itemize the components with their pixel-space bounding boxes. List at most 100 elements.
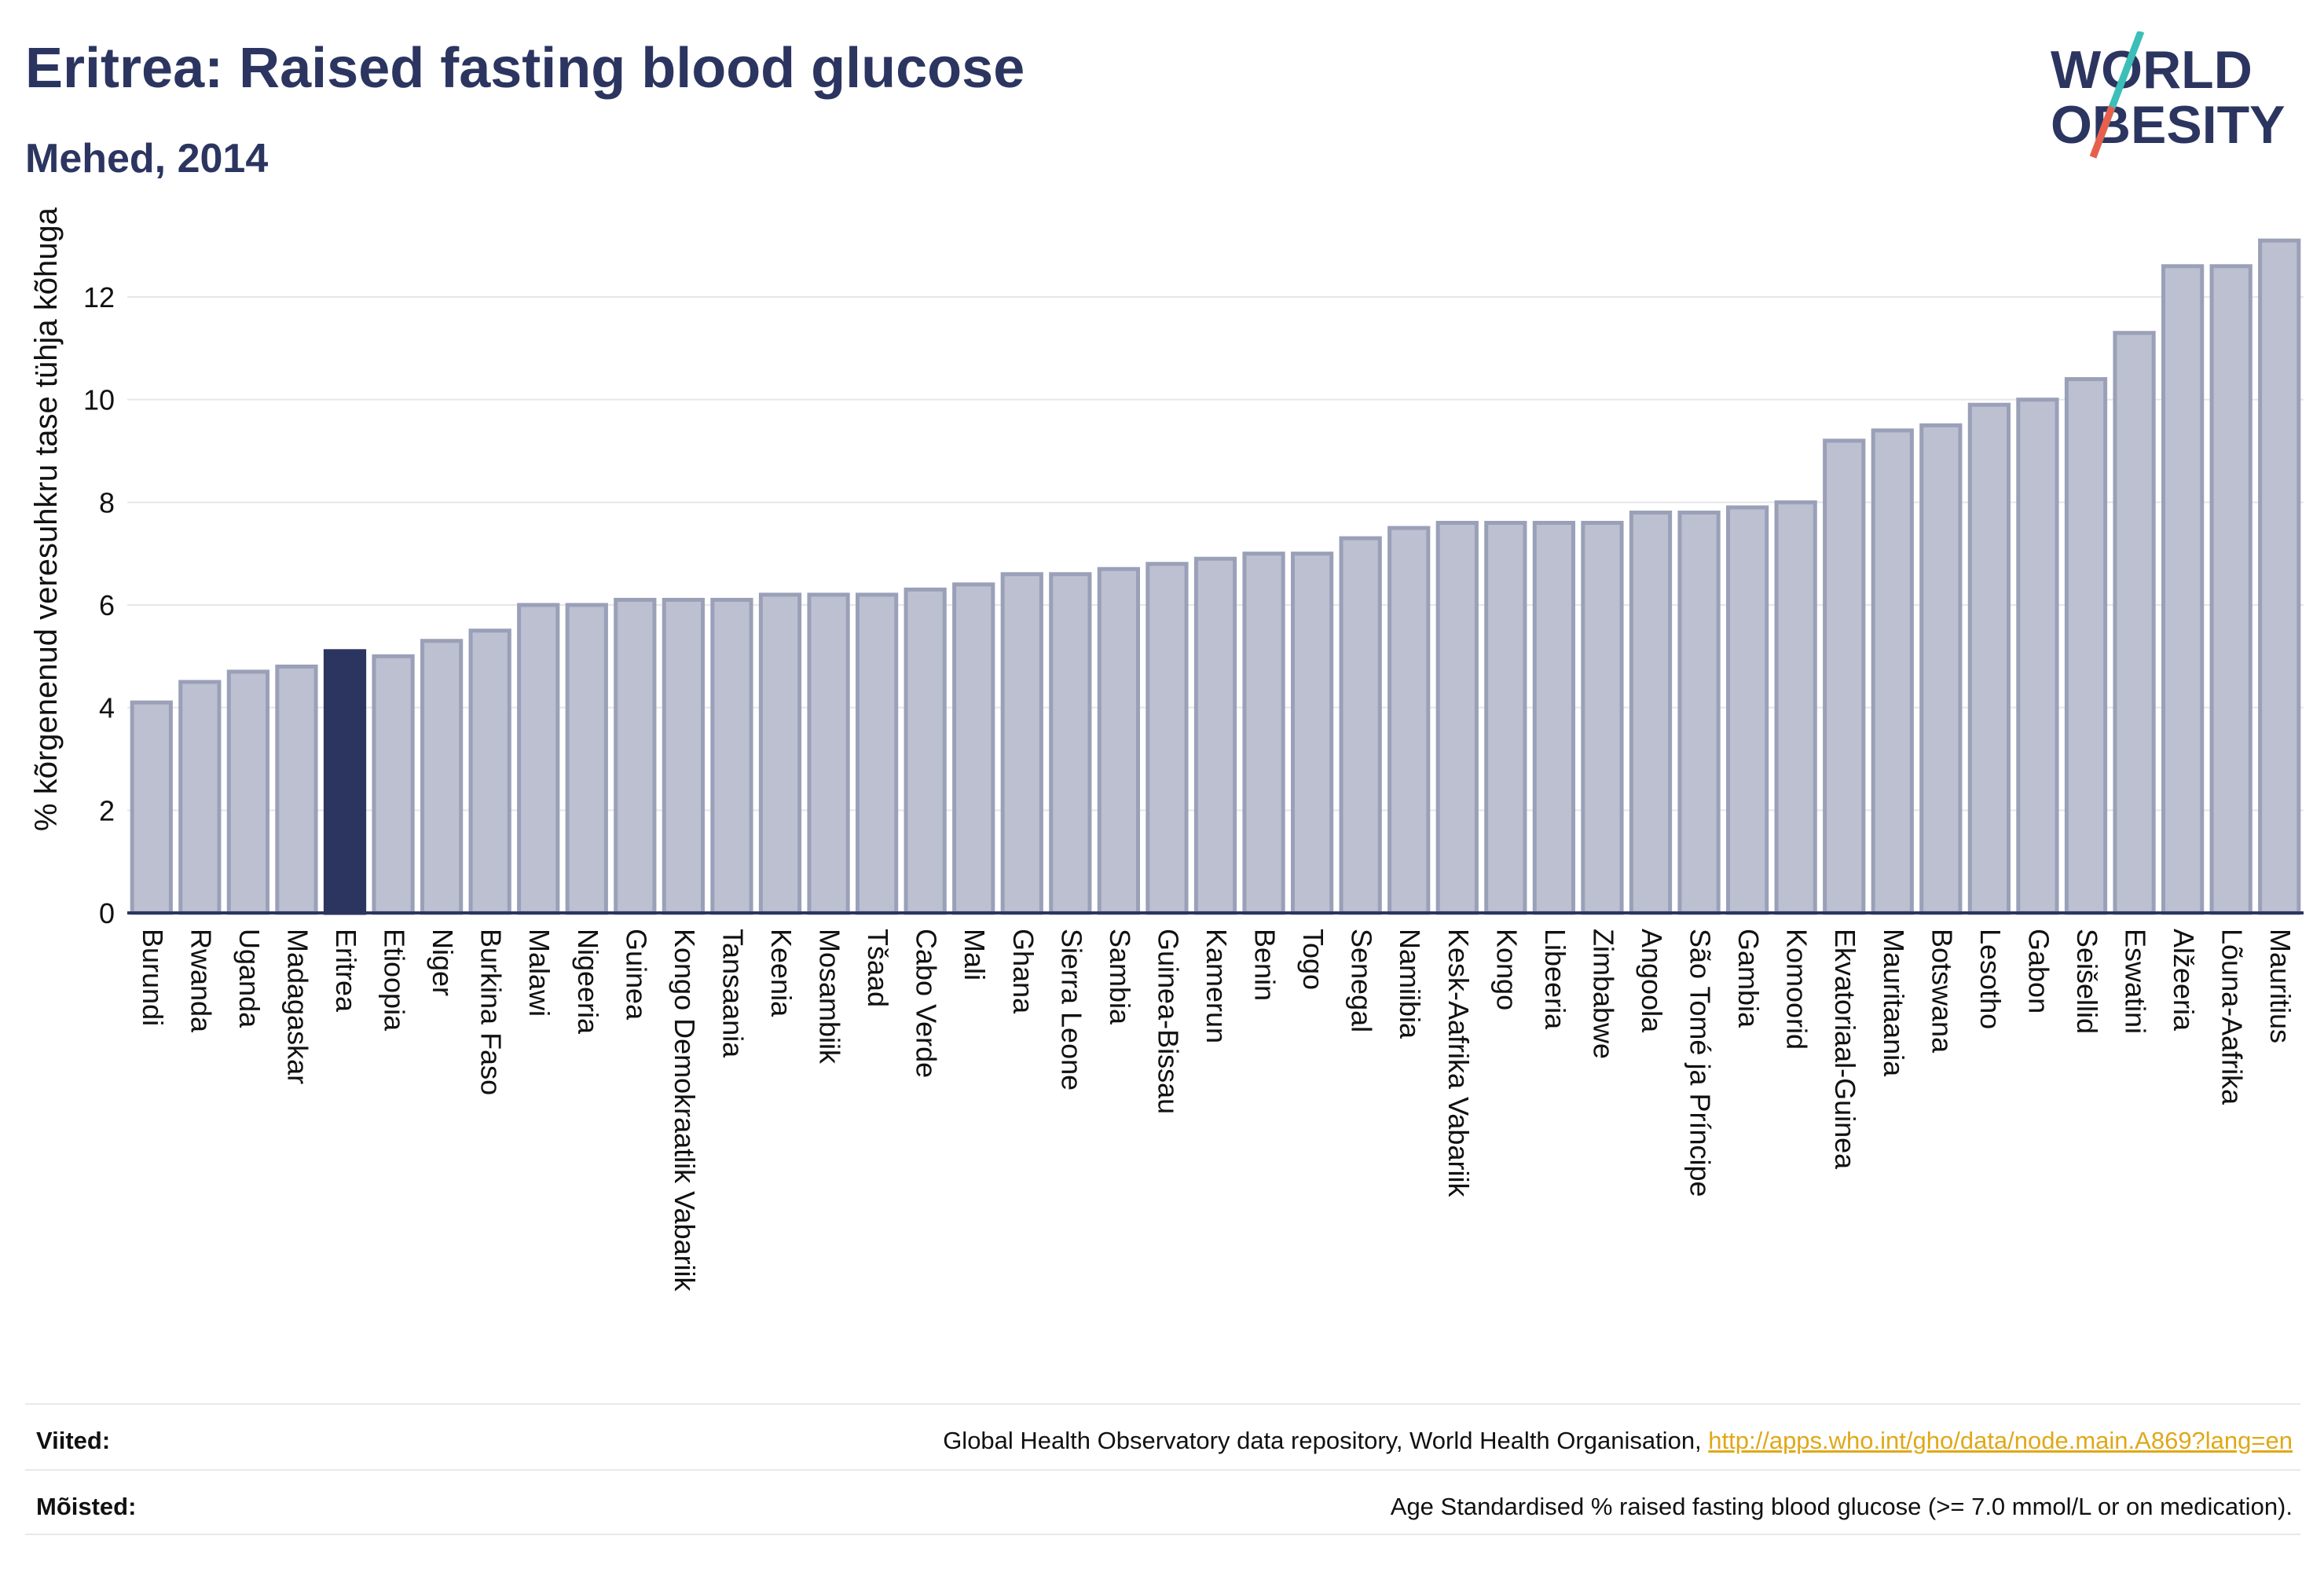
x-tick-label: Namiibia xyxy=(1394,929,1426,1039)
bar xyxy=(1967,402,2011,915)
x-tick-label: Guinea xyxy=(620,929,652,1021)
x-tick-label: Gabon xyxy=(2022,929,2055,1013)
y-tick-label: 10 xyxy=(83,384,115,416)
y-tick-label: 0 xyxy=(99,897,115,929)
bar xyxy=(710,597,753,915)
bar xyxy=(1629,510,1673,915)
footer-divider-top xyxy=(25,1403,2300,1405)
bar xyxy=(1532,520,1576,915)
bar xyxy=(1484,520,1527,915)
x-tick-label: Sierra Leone xyxy=(1055,929,1087,1090)
bar xyxy=(1146,562,1189,915)
x-tick-label: Mali xyxy=(959,929,991,980)
x-tick-label: Ghana xyxy=(1007,929,1039,1014)
x-tick-label: Kamerun xyxy=(1200,929,1233,1043)
y-tick-label: 2 xyxy=(99,794,115,826)
x-tick-label: Tansaania xyxy=(717,929,749,1058)
x-tick-label: Sambia xyxy=(1104,929,1136,1025)
chart-subtitle: Mehed, 2014 xyxy=(25,136,269,181)
y-tick-label: 12 xyxy=(83,281,115,313)
bar xyxy=(226,669,270,915)
x-tick-label: Benin xyxy=(1249,929,1281,1001)
bar xyxy=(904,587,947,915)
bar xyxy=(2161,264,2205,915)
references-link[interactable]: http://apps.who.int/gho/data/node.main.A… xyxy=(1708,1427,2293,1454)
bar xyxy=(1581,520,1624,915)
x-tick-label: Malawi xyxy=(523,929,555,1017)
y-tick-label: 4 xyxy=(99,692,115,724)
x-tick-label: Tšaad xyxy=(862,929,894,1007)
footer-divider-bottom xyxy=(25,1534,2300,1535)
x-tick-label: Guinea-Bissau xyxy=(1152,929,1184,1114)
x-tick-label: Nigeeria xyxy=(572,929,604,1035)
bar xyxy=(1919,423,1963,915)
x-tick-label: Kesk-Aafrika Vabariik xyxy=(1442,929,1475,1197)
bar xyxy=(1387,526,1431,915)
x-tick-label: Senegal xyxy=(1346,929,1378,1032)
x-tick-label: Lõuna-Aafrika xyxy=(2216,929,2249,1105)
x-tick-label: Kongo xyxy=(1490,929,1523,1010)
x-tick-label: Cabo Verde xyxy=(911,929,943,1078)
x-tick-label: Kongo Demokraatlik Vabariik xyxy=(669,929,701,1292)
bar xyxy=(1193,556,1237,915)
references-source: Global Health Observatory data repositor… xyxy=(943,1427,1709,1454)
chart-title: Eritrea: Raised fasting blood glucose xyxy=(25,37,1025,100)
bar xyxy=(807,592,850,915)
bar xyxy=(1242,552,1285,915)
x-tick-label: Mosambiik xyxy=(814,929,846,1065)
references-text: Global Health Observatory data repositor… xyxy=(943,1427,2293,1455)
logo-line1: WORLD xyxy=(2051,40,2253,100)
bar xyxy=(517,603,560,915)
bar xyxy=(1049,572,1092,915)
x-tick-label: Burkina Faso xyxy=(475,929,508,1095)
x-tick-label: Ekvatoriaal-Guinea xyxy=(1829,929,1861,1170)
bar xyxy=(1774,500,1817,915)
bar xyxy=(952,582,995,915)
x-tick-label: Eritrea xyxy=(330,929,362,1013)
bar xyxy=(130,700,173,915)
logo-slash-red xyxy=(2089,105,2116,159)
x-tick-label: Gambia xyxy=(1732,929,1765,1028)
x-tick-label: Angoola xyxy=(1636,929,1668,1033)
bar xyxy=(855,592,899,915)
y-tick-label: 6 xyxy=(99,589,115,621)
world-obesity-logo: WORLD OBESITY xyxy=(2051,31,2286,159)
x-tick-label: Niger xyxy=(427,929,459,996)
bar xyxy=(2258,238,2301,915)
definitions-label: Mõisted: xyxy=(36,1493,137,1520)
bar xyxy=(178,680,222,915)
y-tick-label: 8 xyxy=(99,486,115,519)
x-tick-label: Seišellid xyxy=(2071,929,2103,1034)
x-tick-label: Etioopia xyxy=(379,929,411,1032)
x-tick-label: Alžeeria xyxy=(2168,929,2200,1032)
footer-divider-middle xyxy=(25,1469,2300,1471)
bar xyxy=(565,603,608,915)
x-tick-label: Keenia xyxy=(765,929,797,1017)
x-tick-label: Mauritaania xyxy=(1878,929,1910,1077)
references-label: Viited: xyxy=(36,1427,111,1454)
bar xyxy=(372,654,415,915)
x-tick-label: Eswatini xyxy=(2120,929,2152,1034)
bar xyxy=(1000,572,1043,915)
bar xyxy=(2064,377,2108,915)
x-tick-label: São Tomé ja Príncipe xyxy=(1684,929,1717,1197)
bar xyxy=(2016,398,2059,915)
x-tick-label: Burundi xyxy=(137,929,169,1026)
x-tick-label: Botswana xyxy=(1926,929,1958,1054)
bar xyxy=(1339,536,1382,915)
x-tick-label: Uganda xyxy=(233,929,266,1028)
bar xyxy=(323,649,367,915)
bar xyxy=(468,629,511,915)
bar xyxy=(420,639,464,915)
bar-chart: 0 2 4 6 8 10 12 % kõrgenenud veresuhkru tase tü… xyxy=(29,207,2304,1292)
bar xyxy=(1435,520,1479,915)
x-tick-label: Rwanda xyxy=(185,929,217,1033)
x-tick-label: Libeeria xyxy=(1539,929,1571,1030)
bar xyxy=(1677,510,1721,915)
bar xyxy=(1725,505,1769,915)
x-tick-label: Madagaskar xyxy=(281,929,313,1084)
bar xyxy=(1097,566,1141,915)
x-tick-label: Komoorid xyxy=(1781,929,1813,1050)
bar xyxy=(2209,264,2253,915)
bar xyxy=(2113,331,2156,915)
